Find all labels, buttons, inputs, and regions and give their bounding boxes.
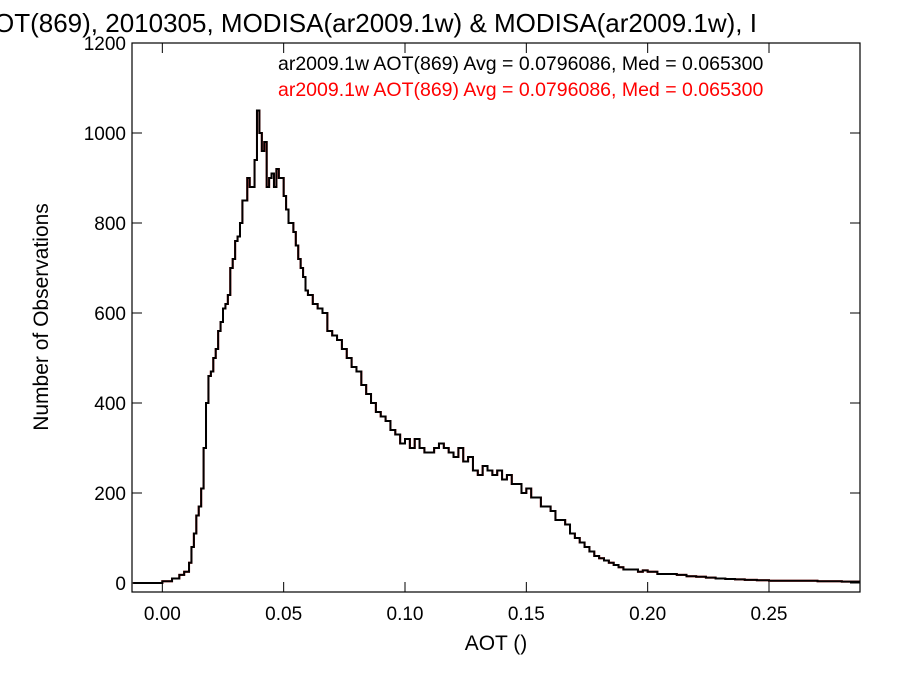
x-tick-label: 0.15: [508, 604, 545, 625]
x-tick-label: 0.25: [751, 604, 788, 625]
y-axis-label: Number of Observations: [30, 203, 53, 431]
y-tick-label: 400: [94, 394, 126, 415]
x-tick-label: 0.00: [144, 604, 181, 625]
y-tick-label: 0: [115, 574, 126, 595]
annotation-red: ar2009.1w AOT(869) Avg = 0.0796086, Med …: [278, 79, 763, 101]
chart-title: OT(869), 2010305, MODISA(ar2009.1w) & MO…: [0, 8, 757, 38]
x-tick-label: 0.20: [629, 604, 666, 625]
histogram-series-2: [133, 109, 860, 584]
ticks-layer: 0.00 0.05 0.10 0.15 0.20 0.25 0 200 400 600 800 100…: [84, 34, 860, 625]
series-layer: [133, 109, 860, 584]
y-tick-label: 1200: [84, 34, 126, 55]
y-tick-label: 600: [94, 304, 126, 325]
y-tick-label: 1000: [84, 124, 126, 145]
plot-frame: [131, 42, 861, 593]
y-tick-label: 200: [94, 484, 126, 505]
annotation-black: ar2009.1w AOT(869) Avg = 0.0796086, Med …: [278, 53, 763, 75]
x-axis-label: AOT (): [465, 632, 528, 655]
x-tick-label: 0.05: [265, 604, 302, 625]
x-tick-label: 0.10: [387, 604, 424, 625]
y-tick-label: 800: [94, 214, 126, 235]
